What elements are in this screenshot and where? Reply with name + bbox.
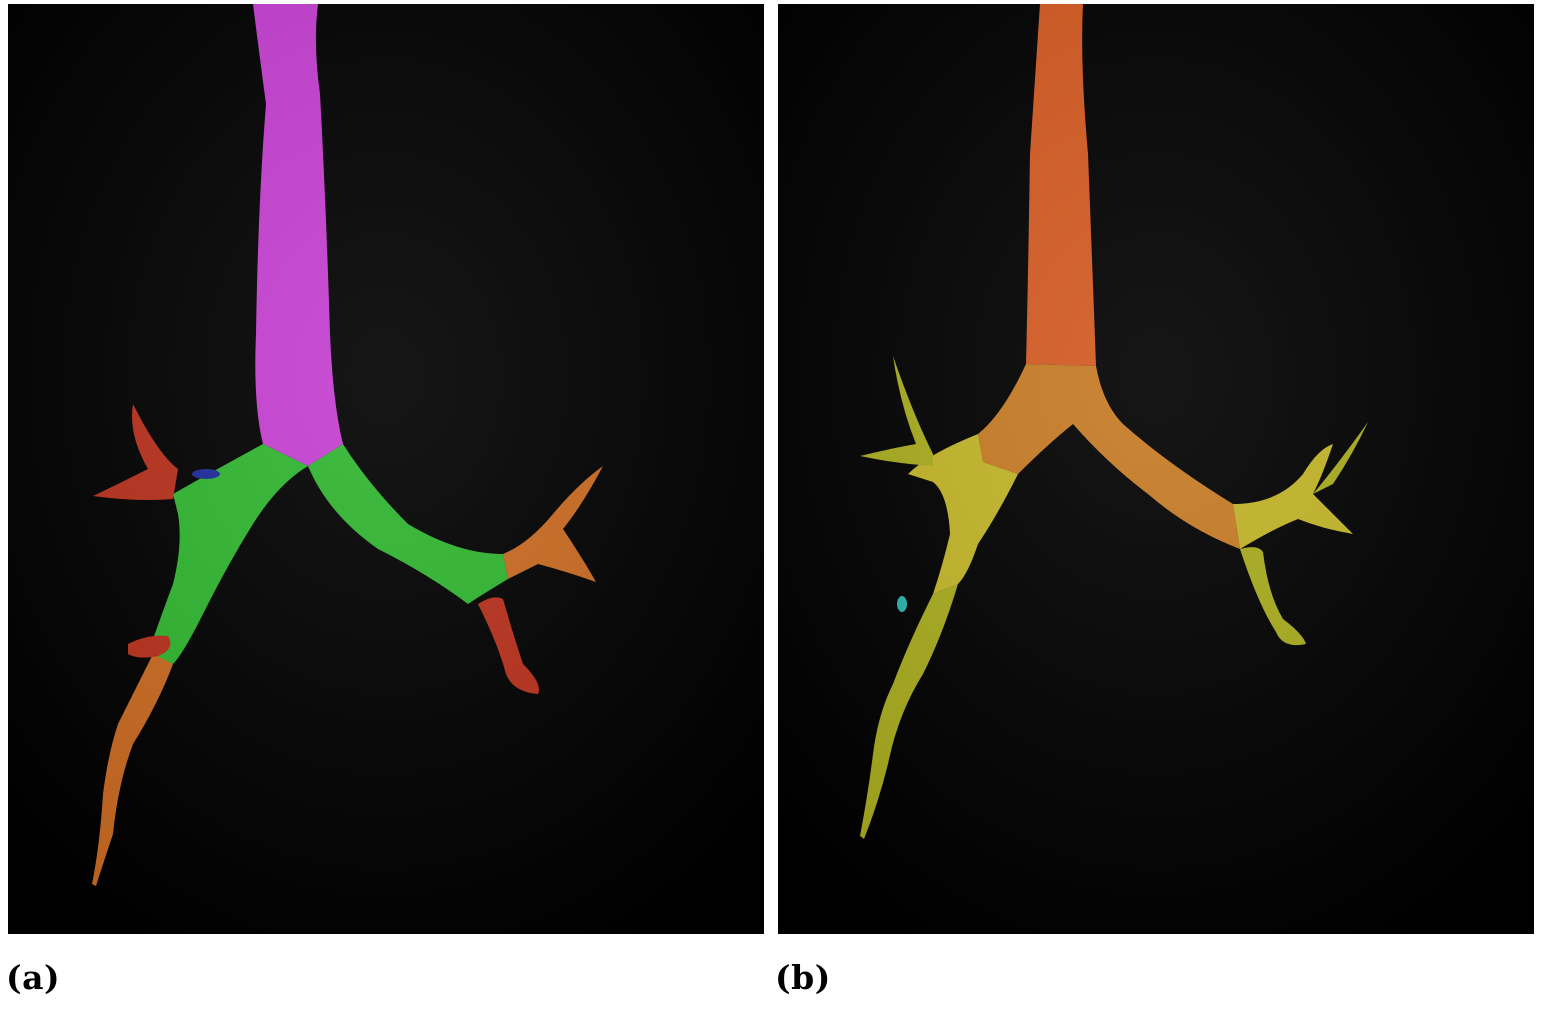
airway-tree-render-a [8,4,764,934]
segmentation-render-panel-b [778,4,1534,934]
lighting-overlay [778,4,1534,934]
airway-tree-render-b [778,4,1534,934]
segmentation-render-panel-a [8,4,764,934]
lighting-overlay [8,4,764,934]
panel-b-caption: (b) [775,958,831,997]
panel-a-caption: (a) [6,958,61,997]
